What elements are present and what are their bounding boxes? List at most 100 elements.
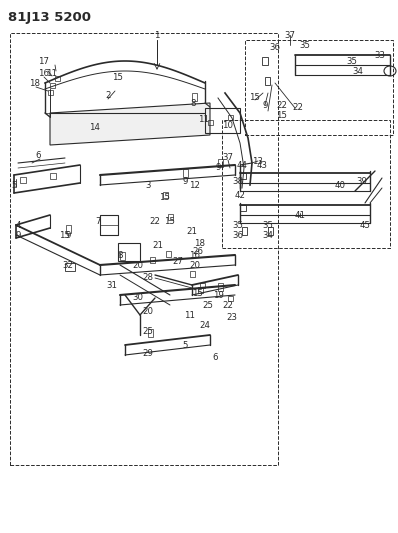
Text: 35: 35 — [232, 221, 244, 230]
Bar — [20, 177, 26, 183]
Bar — [118, 243, 140, 261]
Text: 8: 8 — [190, 99, 196, 108]
Text: 36: 36 — [232, 230, 244, 239]
Text: 40: 40 — [334, 181, 345, 190]
Text: 15: 15 — [164, 216, 176, 225]
Bar — [262, 57, 268, 65]
Text: 29: 29 — [142, 349, 154, 358]
Text: 22: 22 — [277, 101, 287, 109]
Text: 1: 1 — [154, 30, 160, 39]
Text: 2: 2 — [105, 91, 111, 100]
Text: 16: 16 — [39, 69, 49, 77]
Bar — [208, 120, 213, 125]
Bar — [65, 263, 75, 271]
Bar — [205, 108, 240, 133]
Text: 22: 22 — [150, 216, 160, 225]
Bar — [148, 329, 153, 337]
Text: 20: 20 — [189, 261, 201, 270]
Text: 9: 9 — [65, 230, 71, 239]
Bar — [48, 90, 53, 95]
Text: 25: 25 — [203, 301, 213, 310]
Text: 11: 11 — [185, 311, 195, 319]
Text: 9: 9 — [262, 101, 268, 109]
Bar — [50, 83, 55, 88]
Text: 4: 4 — [15, 221, 21, 230]
Text: 15: 15 — [250, 93, 261, 102]
Text: 9: 9 — [15, 230, 21, 239]
Text: 35: 35 — [347, 56, 357, 66]
Bar — [163, 192, 168, 198]
Bar — [228, 296, 233, 301]
Text: 17: 17 — [39, 56, 49, 66]
Text: 22: 22 — [293, 103, 304, 112]
Text: 15: 15 — [113, 74, 123, 83]
Text: 15: 15 — [59, 230, 70, 239]
Bar — [120, 252, 125, 260]
Text: 14: 14 — [90, 124, 101, 133]
Bar — [192, 93, 197, 101]
Bar — [218, 159, 223, 167]
Text: 5: 5 — [182, 342, 188, 351]
Text: 9: 9 — [182, 176, 188, 185]
Text: 45: 45 — [359, 221, 371, 230]
Bar — [242, 227, 247, 235]
Bar — [228, 115, 233, 120]
Text: 34: 34 — [353, 67, 363, 76]
Text: 24: 24 — [199, 320, 211, 329]
Text: 8: 8 — [117, 251, 123, 260]
Bar — [66, 225, 71, 233]
Bar — [166, 251, 171, 257]
Bar — [55, 76, 60, 81]
Text: 81J13 5200: 81J13 5200 — [8, 11, 91, 24]
Text: 19: 19 — [213, 290, 223, 300]
Bar — [240, 205, 246, 211]
Text: 6: 6 — [212, 353, 218, 362]
Text: 20: 20 — [133, 261, 144, 270]
Bar — [168, 214, 173, 220]
Text: 28: 28 — [142, 273, 154, 282]
Bar — [218, 283, 223, 291]
Bar — [222, 120, 390, 248]
Text: 6: 6 — [35, 150, 41, 159]
Text: 22: 22 — [222, 301, 234, 310]
Bar — [100, 215, 118, 235]
Text: 35: 35 — [263, 221, 273, 230]
Text: 36: 36 — [269, 44, 281, 52]
Bar — [240, 173, 246, 179]
Text: 15: 15 — [193, 288, 203, 297]
Text: 41: 41 — [295, 211, 306, 220]
Text: 34: 34 — [263, 230, 273, 239]
Text: 18: 18 — [29, 78, 41, 87]
Text: 37: 37 — [222, 154, 234, 163]
Text: 26: 26 — [193, 246, 203, 255]
Text: 21: 21 — [187, 227, 197, 236]
Bar — [190, 271, 195, 277]
Text: 11: 11 — [199, 116, 209, 125]
Text: 21: 21 — [152, 240, 164, 249]
Text: 5: 5 — [11, 181, 17, 190]
Text: 18: 18 — [195, 238, 205, 247]
Bar — [268, 227, 273, 235]
Text: 31: 31 — [107, 280, 117, 289]
Text: 7: 7 — [95, 216, 101, 225]
Text: 35: 35 — [300, 41, 310, 50]
Bar — [265, 77, 270, 85]
Text: 13: 13 — [252, 157, 263, 166]
Text: 16: 16 — [189, 251, 201, 260]
Text: 11: 11 — [47, 69, 57, 77]
Bar — [100, 225, 118, 235]
Text: 10: 10 — [222, 120, 234, 130]
Text: 9: 9 — [215, 164, 220, 173]
Text: 27: 27 — [172, 256, 183, 265]
Text: 43: 43 — [256, 160, 267, 169]
Polygon shape — [50, 103, 210, 145]
Text: 30: 30 — [133, 294, 144, 303]
Bar — [198, 287, 203, 293]
Bar — [183, 169, 188, 177]
Bar — [150, 257, 155, 263]
Bar — [245, 40, 393, 135]
Text: 15: 15 — [160, 193, 170, 203]
Text: 38: 38 — [232, 176, 244, 185]
Text: 37: 37 — [285, 30, 295, 39]
Text: 15: 15 — [277, 110, 287, 119]
